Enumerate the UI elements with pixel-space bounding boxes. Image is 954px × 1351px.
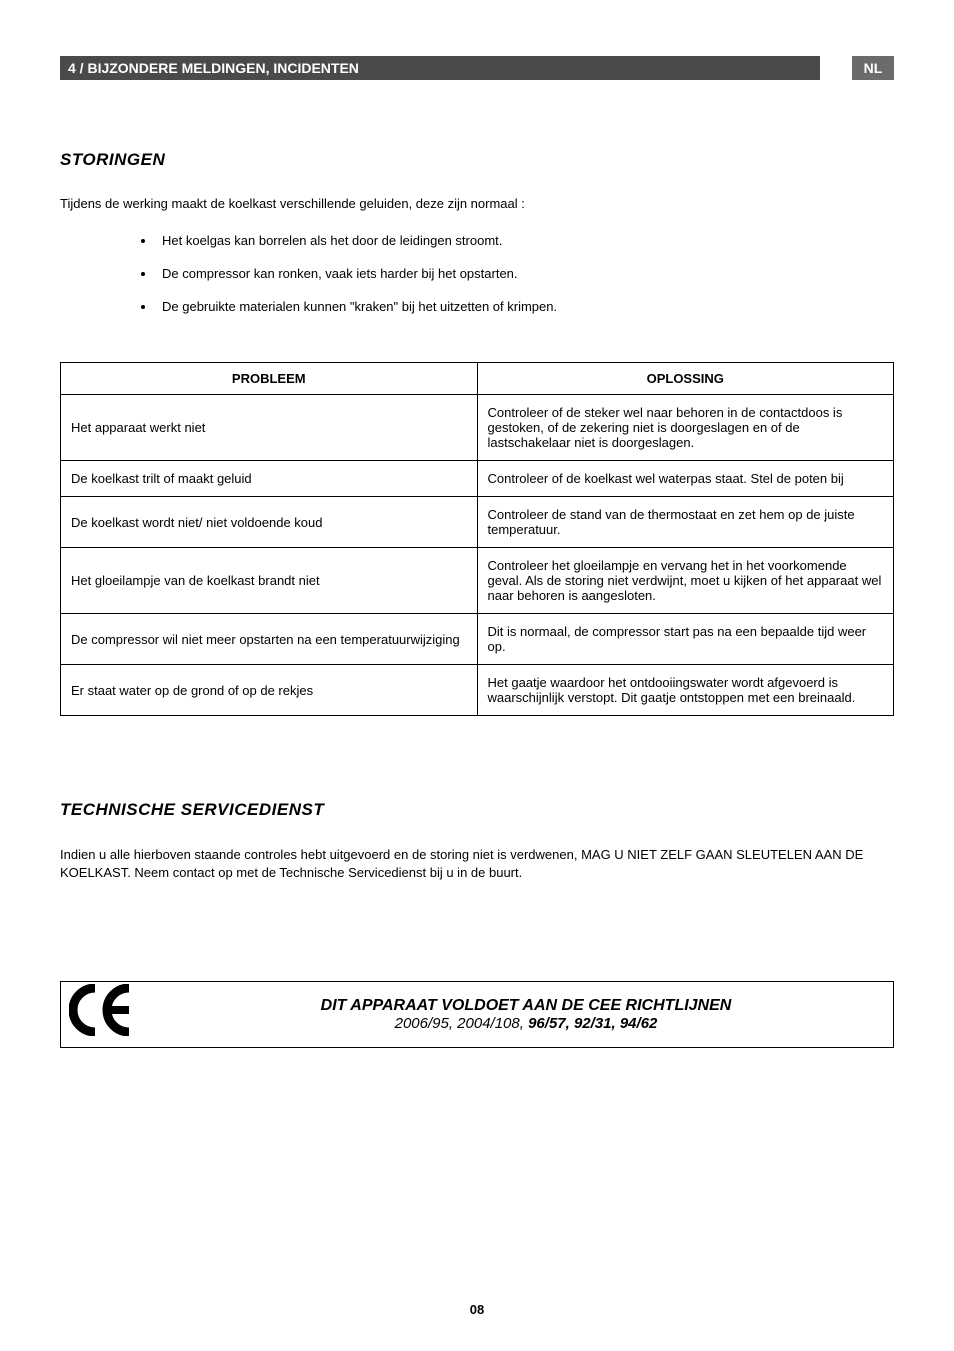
solution-cell: Controleer het gloeilampje en vervang he… xyxy=(477,548,894,614)
page-header: 4 / BIJZONDERE MELDINGEN, INCIDENTEN NL xyxy=(60,56,894,80)
ce-line2-reg: 2006/95, 2004/108, xyxy=(395,1015,528,1032)
ce-line1: DIT APPARAAT VOLDOET AAN DE CEE RICHTLIJ… xyxy=(167,997,885,1015)
table-row: Het apparaat werkt niet Controleer of de… xyxy=(61,395,894,461)
problem-cell: Het gloeilampje van de koelkast brandt n… xyxy=(61,548,478,614)
solution-cell: Controleer de stand van de thermostaat e… xyxy=(477,497,894,548)
service-title: TECHNISCHE SERVICEDIENST xyxy=(60,800,894,820)
storingen-bullets: Het koelgas kan borrelen als het door de… xyxy=(156,233,894,314)
list-item: De gebruikte materialen kunnen "kraken" … xyxy=(156,299,894,314)
solution-cell: Controleer of de steker wel naar behoren… xyxy=(477,395,894,461)
problem-cell: De koelkast trilt of maakt geluid xyxy=(61,461,478,497)
troubleshooting-table: PROBLEEM OPLOSSING Het apparaat werkt ni… xyxy=(60,362,894,716)
page-number: 08 xyxy=(0,1302,954,1317)
problem-cell: Er staat water op de grond of op de rekj… xyxy=(61,665,478,716)
ce-line2-bold: 96/57, 92/31, 94/62 xyxy=(528,1015,657,1032)
solution-cell: Controleer of de koelkast wel waterpas s… xyxy=(477,461,894,497)
col-header-problem: PROBLEEM xyxy=(61,363,478,395)
list-item: Het koelgas kan borrelen als het door de… xyxy=(156,233,894,248)
solution-cell: Dit is normaal, de compressor start pas … xyxy=(477,614,894,665)
list-item: De compressor kan ronken, vaak iets hard… xyxy=(156,266,894,281)
ce-mark-icon xyxy=(69,984,139,1045)
table-row: De koelkast wordt niet/ niet voldoende k… xyxy=(61,497,894,548)
table-row: De compressor wil niet meer opstarten na… xyxy=(61,614,894,665)
section-bar: 4 / BIJZONDERE MELDINGEN, INCIDENTEN xyxy=(60,56,820,80)
storingen-intro: Tijdens de werking maakt de koelkast ver… xyxy=(60,196,894,211)
problem-cell: De koelkast wordt niet/ niet voldoende k… xyxy=(61,497,478,548)
table-row: Er staat water op de grond of op de rekj… xyxy=(61,665,894,716)
table-row: Het gloeilampje van de koelkast brandt n… xyxy=(61,548,894,614)
storingen-title: STORINGEN xyxy=(60,150,894,170)
ce-line2: 2006/95, 2004/108, 96/57, 92/31, 94/62 xyxy=(167,1015,885,1032)
language-badge: NL xyxy=(852,56,894,80)
ce-compliance-box: DIT APPARAAT VOLDOET AAN DE CEE RICHTLIJ… xyxy=(60,981,894,1048)
service-body: Indien u alle hierboven staande controle… xyxy=(60,846,894,881)
solution-cell: Het gaatje waardoor het ontdooiingswater… xyxy=(477,665,894,716)
problem-cell: De compressor wil niet meer opstarten na… xyxy=(61,614,478,665)
problem-cell: Het apparaat werkt niet xyxy=(61,395,478,461)
col-header-solution: OPLOSSING xyxy=(477,363,894,395)
table-row: De koelkast trilt of maakt geluid Contro… xyxy=(61,461,894,497)
ce-text: DIT APPARAAT VOLDOET AAN DE CEE RICHTLIJ… xyxy=(167,997,885,1032)
